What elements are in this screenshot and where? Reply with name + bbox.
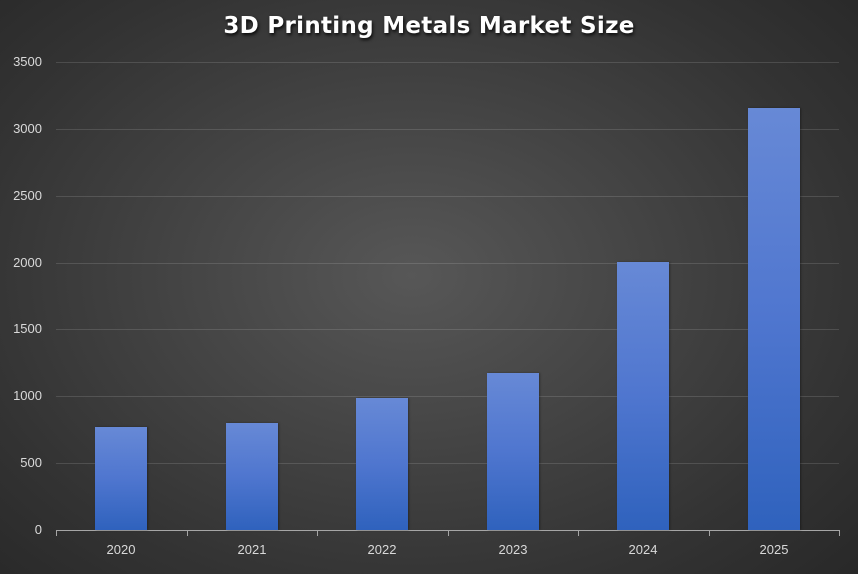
x-axis-tick-mark: [839, 530, 840, 536]
x-axis-tick-mark: [187, 530, 188, 536]
x-axis-tick-mark: [317, 530, 318, 536]
y-axis-tick-label: 2500: [13, 188, 42, 203]
gridline: [56, 396, 839, 397]
gridline: [56, 463, 839, 464]
x-axis-tick-mark: [56, 530, 57, 536]
y-axis-tick-label: 1500: [13, 321, 42, 336]
gridline: [56, 263, 839, 264]
y-axis-tick-label: 1000: [13, 388, 42, 403]
x-axis-tick-mark: [448, 530, 449, 536]
x-axis-tick-label: 2020: [106, 542, 136, 557]
x-axis-tick-label: 2023: [498, 542, 528, 557]
chart-title: 3D Printing Metals Market Size: [223, 13, 635, 39]
bar-2023[interactable]: [487, 373, 539, 530]
y-axis-tick-label: 2000: [13, 255, 42, 270]
bar-2020[interactable]: [95, 427, 147, 530]
x-axis-line: [56, 530, 839, 531]
y-axis-tick-label: 3000: [13, 121, 42, 136]
bar-2021[interactable]: [226, 423, 278, 530]
y-axis-tick-label: 0: [34, 522, 42, 537]
gridline: [56, 129, 839, 130]
bar-2025[interactable]: [748, 108, 800, 530]
gridline: [56, 329, 839, 330]
x-axis-tick-label: 2024: [628, 542, 658, 557]
x-axis-tick-mark: [578, 530, 579, 536]
y-axis-tick-label: 500: [20, 455, 42, 470]
y-axis-tick-label: 3500: [13, 54, 42, 69]
gridline: [56, 62, 839, 63]
x-axis-tick-label: 2021: [237, 542, 267, 557]
bar-2024[interactable]: [617, 262, 669, 530]
gridline: [56, 196, 839, 197]
x-axis-tick-label: 2025: [759, 542, 789, 557]
x-axis-tick-mark: [709, 530, 710, 536]
bar-2022[interactable]: [356, 398, 408, 530]
x-axis-tick-label: 2022: [367, 542, 397, 557]
